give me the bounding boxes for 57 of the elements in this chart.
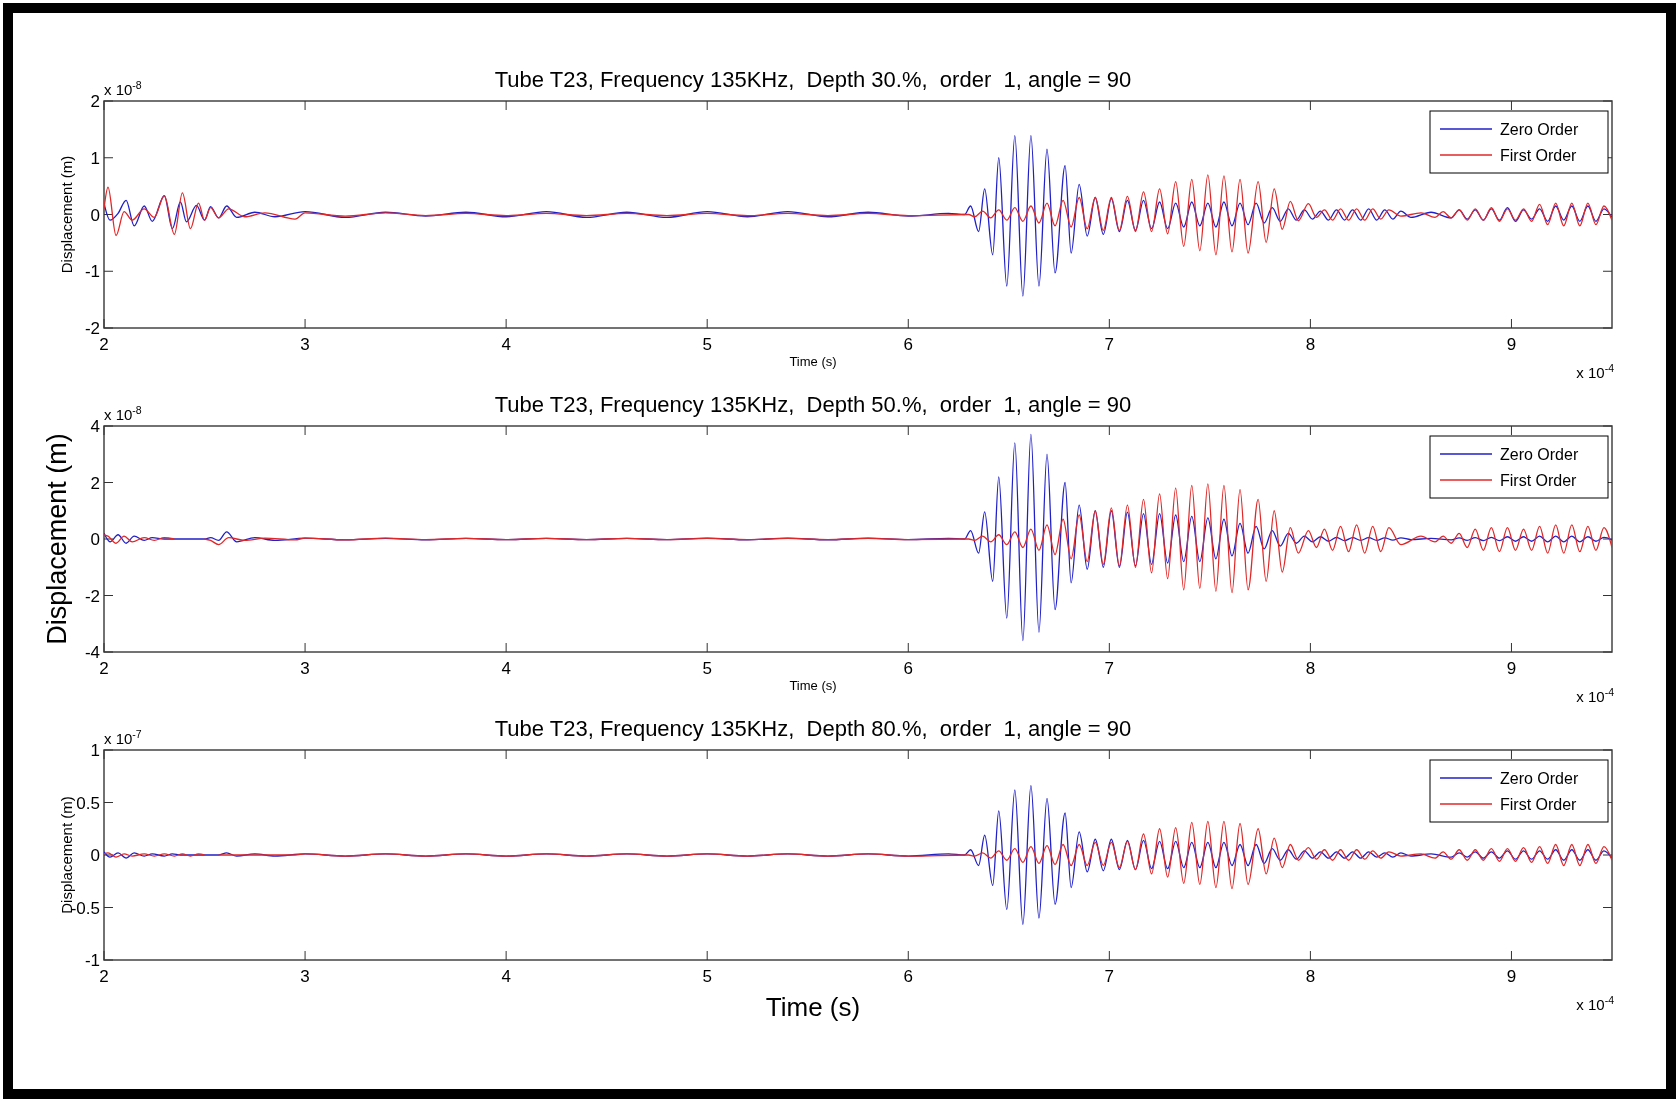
text: x 10$^{-4}$ — [1576, 686, 1615, 705]
legend-label: First Order — [1500, 796, 1578, 813]
y-tick-label: -4 — [84, 643, 100, 662]
x-tick-label: 3 — [300, 967, 310, 986]
y-tick-label: -1 — [84, 262, 100, 282]
line-series — [104, 134, 1612, 297]
text: x 10$^{-4}$ — [1576, 994, 1615, 1013]
text: x 10$^{-7}$ — [104, 728, 142, 747]
x-tick-label: 6 — [903, 659, 913, 678]
text: x 10$^{-8}$ — [104, 404, 142, 423]
x-tick-label: 5 — [702, 335, 712, 354]
x-axis-title: Time (s) — [789, 678, 837, 693]
y-tick-label: 0 — [90, 846, 100, 865]
line-series — [104, 174, 1612, 256]
x-tick-label: 3 — [300, 659, 310, 678]
x-tick-label: 9 — [1506, 967, 1517, 986]
x-tick-label: 5 — [702, 659, 712, 678]
x-tick-label: 8 — [1305, 335, 1316, 354]
y-axis-title: Displacement (m) — [58, 155, 75, 274]
y-tick-label: 0.5 — [76, 793, 100, 813]
legend-label: Zero Order — [1500, 121, 1579, 138]
x-tick-label: 9 — [1506, 659, 1517, 678]
x-tick-label: 4 — [501, 335, 511, 354]
x-tick-label: 3 — [300, 335, 310, 354]
chart-title: Tube T23, Frequency 135KHz, Depth 80.%, order 1, angle = 90 — [494, 716, 1132, 741]
legend-label: First Order — [1500, 472, 1578, 489]
chart-title: Tube T23, Frequency 135KHz, Depth 50.%, order 1, angle = 90 — [494, 392, 1132, 417]
y-tick-label: 0 — [90, 530, 100, 549]
legend-label: First Order — [1500, 147, 1578, 164]
chart-title: Tube T23, Frequency 135KHz, Depth 30.%, order 1, angle = 90 — [494, 67, 1132, 92]
x-tick-label: 8 — [1305, 967, 1316, 986]
x-tick-label: 7 — [1104, 335, 1115, 354]
x-tick-label: 4 — [501, 967, 511, 986]
y-tick-label: 1 — [90, 741, 100, 760]
x-tick-label: 7 — [1104, 659, 1115, 678]
y-tick-label: 2 — [90, 92, 100, 111]
y-tick-label: 2 — [90, 473, 100, 493]
x-tick-label: 9 — [1506, 335, 1517, 354]
y-tick-label: 4 — [90, 417, 100, 436]
legend-label: Zero Order — [1500, 770, 1579, 787]
legend-label: Zero Order — [1500, 446, 1579, 463]
x-tick-label: 5 — [702, 967, 712, 986]
text: x 10$^{-4}$ — [1576, 362, 1615, 381]
y-tick-label: -2 — [84, 319, 100, 338]
x-tick-label: 7 — [1104, 967, 1115, 986]
x-axis-title: Time (s) — [789, 354, 837, 369]
text: x 10$^{-8}$ — [104, 79, 142, 98]
y-tick-label: -2 — [84, 586, 100, 606]
x-tick-label: 6 — [903, 335, 913, 354]
x-tick-label: 8 — [1305, 659, 1316, 678]
y-tick-label: 0 — [90, 205, 100, 225]
x-axis-title: Time (s) — [765, 992, 861, 1022]
y-tick-label: -1 — [84, 951, 100, 970]
x-tick-label: 6 — [903, 967, 913, 986]
y-axis-title: Displacement (m) — [42, 433, 72, 645]
x-tick-label: 4 — [501, 659, 511, 678]
y-tick-label: 1 — [90, 148, 100, 168]
